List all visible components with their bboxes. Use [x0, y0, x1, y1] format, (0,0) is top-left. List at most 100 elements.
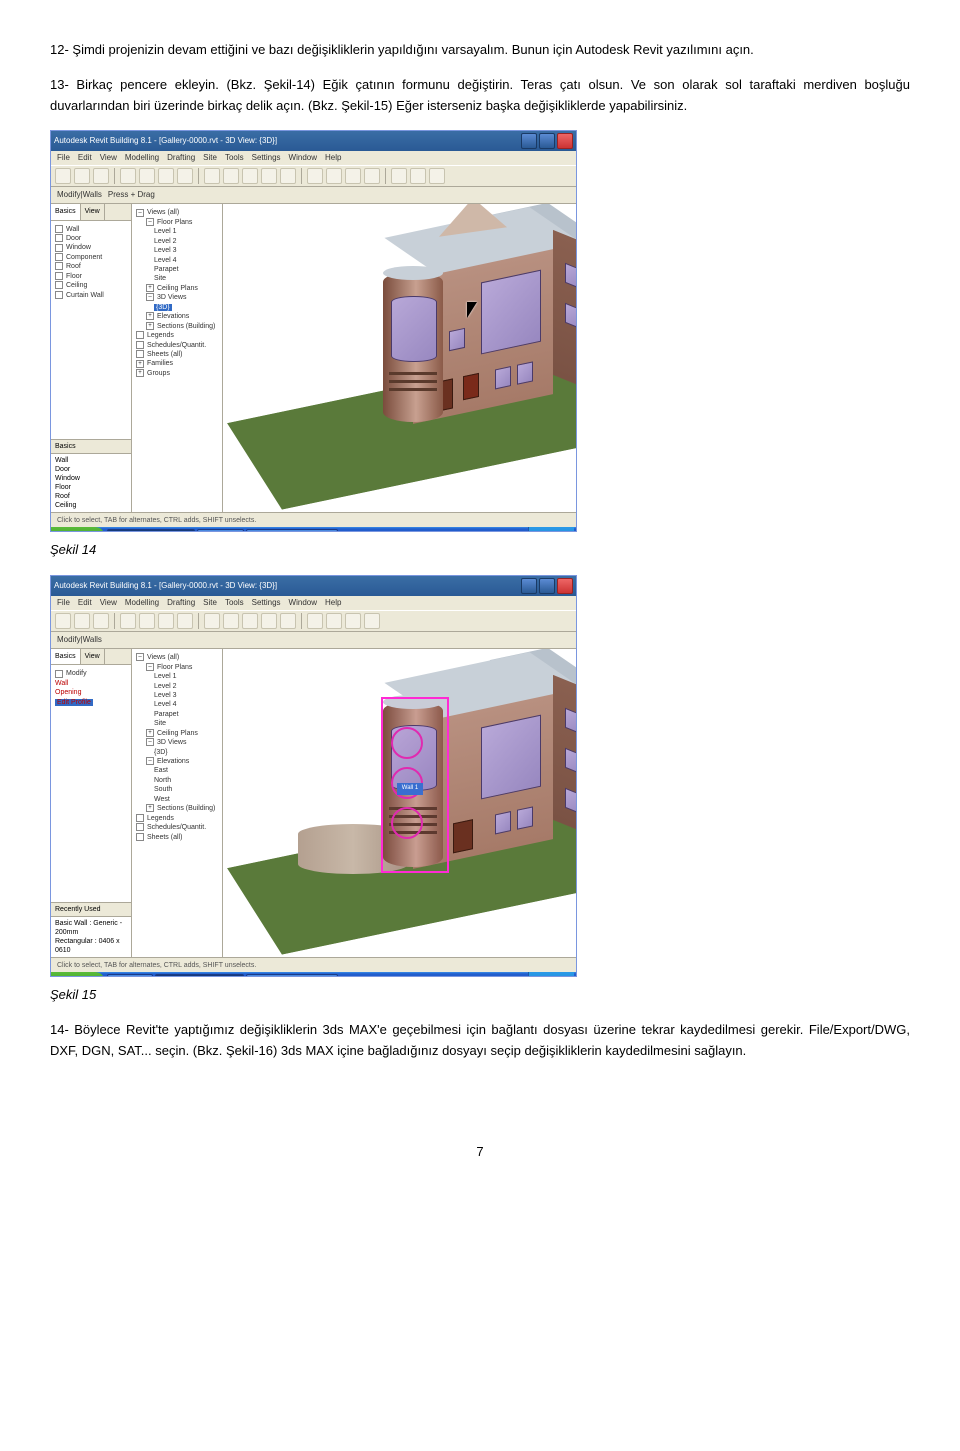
tree-item[interactable]: –Elevations	[136, 757, 218, 766]
taskbar-item[interactable]: Autodesk - Revit MAX...	[246, 974, 338, 977]
toolbar-button[interactable]	[410, 168, 426, 184]
menu-item[interactable]: Modelling	[125, 597, 159, 610]
toolbar-button[interactable]	[364, 613, 380, 629]
tree-item[interactable]: Curtain Wall	[55, 291, 127, 300]
toolbar-button[interactable]	[74, 613, 90, 629]
tree-item[interactable]: Level 4	[136, 700, 218, 709]
taskbar-item[interactable]: 3ds MAX	[197, 529, 243, 532]
menu-item[interactable]: Settings	[252, 597, 281, 610]
toolbar-button[interactable]	[93, 168, 109, 184]
minimize-button[interactable]	[521, 133, 537, 149]
tree-item[interactable]: Level 3	[136, 691, 218, 700]
tree-item[interactable]: Schedules/Quantit.	[136, 823, 218, 832]
toolbar-button[interactable]	[261, 168, 277, 184]
tree-item[interactable]: Wall	[55, 225, 127, 234]
menu-item[interactable]: Site	[203, 597, 217, 610]
toolbar-button[interactable]	[139, 613, 155, 629]
tree-item[interactable]: +Sections (Building)	[136, 322, 218, 331]
tree-item[interactable]: Wall	[55, 679, 127, 688]
tree-item[interactable]: Sheets (all)	[136, 833, 218, 842]
tree-item[interactable]: –Views (all)	[136, 208, 218, 217]
panel-item[interactable]: Door	[55, 465, 127, 474]
close-button[interactable]	[557, 133, 573, 149]
tree-item[interactable]: Component	[55, 253, 127, 262]
toolbar-button[interactable]	[158, 168, 174, 184]
panel-item[interactable]: Basic Wall : Generic - 200mm	[55, 919, 127, 937]
panel-item[interactable]: Window	[55, 474, 127, 483]
panel-item[interactable]: Wall	[55, 456, 127, 465]
start-button[interactable]: start	[51, 527, 105, 532]
menu-item[interactable]: Modelling	[125, 152, 159, 165]
toolbar-button[interactable]	[364, 168, 380, 184]
tree-item[interactable]: Site	[136, 719, 218, 728]
tree-item[interactable]: +Sections (Building)	[136, 804, 218, 813]
tree-item[interactable]: –Views (all)	[136, 653, 218, 662]
toolbar-button[interactable]	[345, 168, 361, 184]
tree-item[interactable]: Level 2	[136, 237, 218, 246]
menu-item[interactable]: Help	[325, 152, 341, 165]
menu-item[interactable]: File	[57, 597, 70, 610]
tree-item[interactable]: Level 1	[136, 672, 218, 681]
tree-item[interactable]: Level 1	[136, 227, 218, 236]
menu-item[interactable]: Drafting	[167, 597, 195, 610]
menu-item[interactable]: Window	[289, 152, 317, 165]
tree-item[interactable]: {3D}	[136, 748, 218, 757]
toolbar-button[interactable]	[280, 613, 296, 629]
tab-view[interactable]: View	[81, 204, 105, 219]
toolbar-button[interactable]	[280, 168, 296, 184]
toolbar-button[interactable]	[120, 613, 136, 629]
tree-item[interactable]: Ceiling	[55, 281, 127, 290]
toolbar-button[interactable]	[204, 168, 220, 184]
tree-item[interactable]: –Floor Plans	[136, 218, 218, 227]
tree-item[interactable]: West	[136, 795, 218, 804]
toolbar-button[interactable]	[345, 613, 361, 629]
tree-item[interactable]: +Ceiling Plans	[136, 284, 218, 293]
panel-item[interactable]: Rectangular : 0406 x 0610	[55, 937, 127, 955]
taskbar-item[interactable]: 3ds MAX	[107, 974, 153, 977]
tree-item[interactable]: +Elevations	[136, 312, 218, 321]
toolbar-button[interactable]	[307, 613, 323, 629]
toolbar-button[interactable]	[326, 613, 342, 629]
maximize-button[interactable]	[539, 133, 555, 149]
tree-item[interactable]: Modify	[55, 669, 127, 678]
toolbar-button[interactable]	[177, 168, 193, 184]
tree-item[interactable]: +Ceiling Plans	[136, 729, 218, 738]
panel-item[interactable]: Ceiling	[55, 501, 127, 510]
maximize-button[interactable]	[539, 578, 555, 594]
toolbar-button[interactable]	[177, 613, 193, 629]
tab-view[interactable]: View	[81, 649, 105, 664]
tree-item[interactable]: Parapet	[136, 710, 218, 719]
tree-item[interactable]: Legends	[136, 331, 218, 340]
toolbar-button[interactable]	[391, 168, 407, 184]
toolbar-button[interactable]	[326, 168, 342, 184]
tree-item[interactable]: {3D}	[136, 303, 218, 312]
menu-item[interactable]: Site	[203, 152, 217, 165]
taskbar-item[interactable]: Autodesk Revit Build...	[155, 974, 243, 977]
menu-item[interactable]: View	[100, 152, 117, 165]
project-browser-tree[interactable]: –Views (all)–Floor PlansLevel 1Level 2 Le…	[132, 204, 222, 512]
tree-item[interactable]: Window	[55, 243, 127, 252]
viewport-3d[interactable]	[223, 204, 576, 512]
menu-item[interactable]: Tools	[225, 152, 244, 165]
tree-item[interactable]: Schedules/Quantit.	[136, 341, 218, 350]
tree-item[interactable]: South	[136, 785, 218, 794]
toolbar-button[interactable]	[307, 168, 323, 184]
tab-basics[interactable]: Basics	[51, 204, 81, 219]
close-button[interactable]	[557, 578, 573, 594]
tree-item[interactable]: Legends	[136, 814, 218, 823]
tree-item[interactable]: East	[136, 766, 218, 775]
toolbar-button[interactable]	[429, 168, 445, 184]
toolbar-button[interactable]	[93, 613, 109, 629]
toolbar-button[interactable]	[223, 613, 239, 629]
tree-item[interactable]: Level 2	[136, 682, 218, 691]
taskbar-item[interactable]: Autodesk - Revit MAX...	[246, 529, 338, 532]
tree-item[interactable]: –3D Views	[136, 738, 218, 747]
tree-item[interactable]: Edit Profile	[55, 698, 127, 707]
toolbar-button[interactable]	[55, 168, 71, 184]
tree-item[interactable]: Level 4	[136, 256, 218, 265]
toolbar-button[interactable]	[55, 613, 71, 629]
panel-item[interactable]: Floor	[55, 483, 127, 492]
tree-item[interactable]: Door	[55, 234, 127, 243]
menu-item[interactable]: Window	[289, 597, 317, 610]
panel-item[interactable]: Roof	[55, 492, 127, 501]
